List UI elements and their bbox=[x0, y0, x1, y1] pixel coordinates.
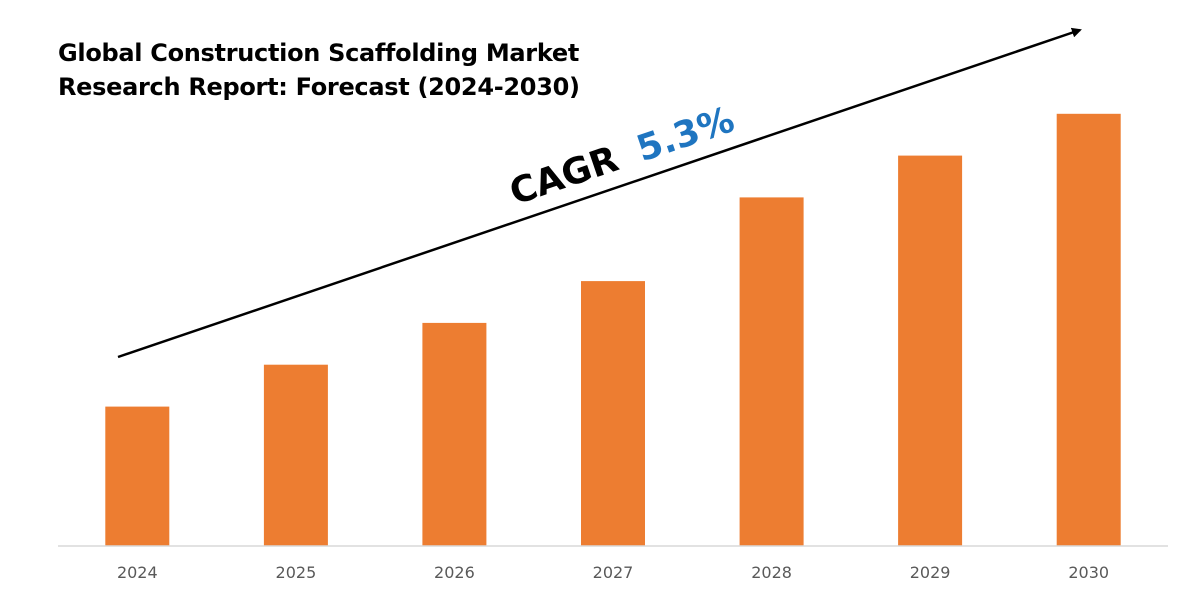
x-tick-label-2030: 2030 bbox=[1068, 563, 1109, 582]
cagr-value: 5.3% bbox=[632, 99, 740, 170]
chart-title: Global Construction Scaffolding Market R… bbox=[58, 36, 580, 104]
bar-2024 bbox=[105, 406, 170, 546]
bar-2028 bbox=[739, 197, 804, 546]
trend-arrow bbox=[117, 27, 1082, 359]
chart-title-line-1: Global Construction Scaffolding Market bbox=[58, 39, 580, 67]
bar-2027 bbox=[581, 281, 645, 546]
x-tick-label-2024: 2024 bbox=[117, 563, 158, 582]
x-tick-label-2025: 2025 bbox=[276, 563, 317, 582]
bar-2030 bbox=[1056, 113, 1121, 547]
bar-2026 bbox=[422, 322, 487, 546]
x-tick-label-2029: 2029 bbox=[910, 563, 951, 582]
cagr-prefix: CAGR bbox=[505, 139, 624, 214]
x-tick-label-2027: 2027 bbox=[593, 563, 634, 582]
x-tick-labels: 2024 2025 2026 2027 2028 2029 2030 bbox=[117, 563, 1109, 582]
x-tick-label-2026: 2026 bbox=[434, 563, 475, 582]
cagr-annotation: CAGR 5.3% bbox=[505, 99, 740, 213]
bar-2029 bbox=[898, 155, 963, 546]
chart-title-line-2: Research Report: Forecast (2024-2030) bbox=[58, 73, 580, 101]
bars-layer bbox=[105, 113, 1121, 547]
bar-2025 bbox=[263, 364, 328, 546]
x-tick-label-2028: 2028 bbox=[751, 563, 792, 582]
